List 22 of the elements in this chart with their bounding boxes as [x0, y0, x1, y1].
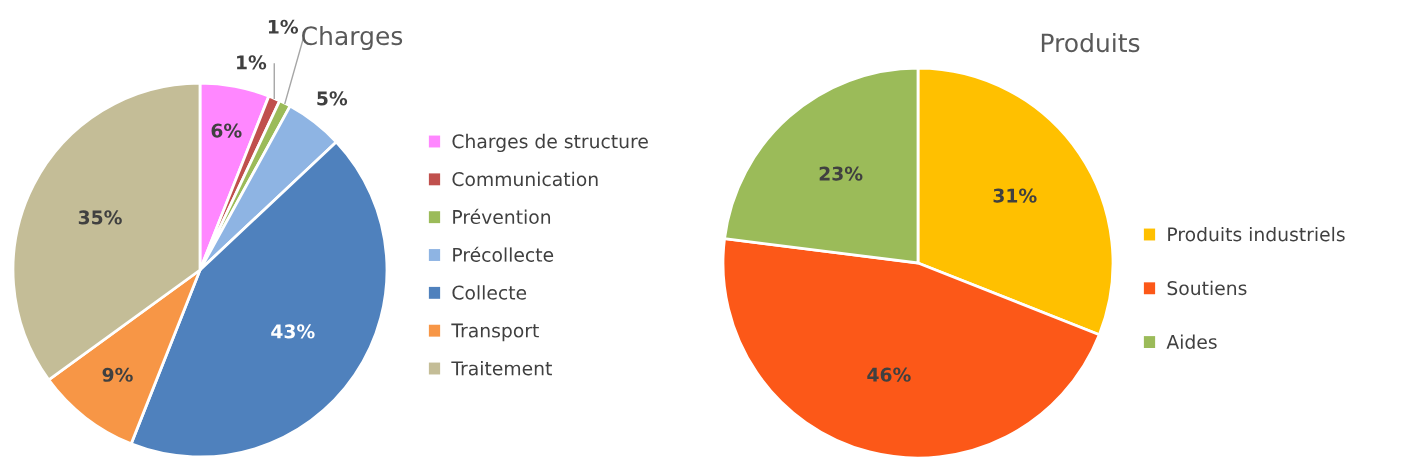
legend-label: Traitement	[451, 360, 552, 376]
data-label: 1%	[237, 55, 267, 70]
legend-label: Charges de structure	[452, 133, 648, 153]
data-label: 6%	[211, 123, 242, 138]
data-label: 46%	[867, 367, 911, 382]
data-label: 43%	[271, 324, 315, 339]
data-label: 23%	[819, 166, 863, 181]
legend-label: Prévention	[453, 208, 551, 225]
chart-title: Charges	[302, 25, 403, 51]
legend-label: Communication	[452, 171, 598, 187]
legend-label: Produits industriels	[1168, 226, 1345, 242]
legend-label: Collecte	[452, 285, 527, 300]
chart-title: Produits	[1041, 32, 1140, 53]
legend-label: Soutiens	[1167, 280, 1247, 296]
data-label: 35%	[78, 210, 122, 225]
data-label: 5%	[317, 91, 348, 106]
data-label: 9%	[102, 367, 133, 382]
legend-label: Précollecte	[453, 246, 554, 262]
legend-label: Transport	[451, 323, 539, 342]
data-label: 1%	[268, 19, 299, 34]
legend-label: Aides	[1166, 334, 1217, 349]
data-label: 31%	[993, 188, 1037, 203]
